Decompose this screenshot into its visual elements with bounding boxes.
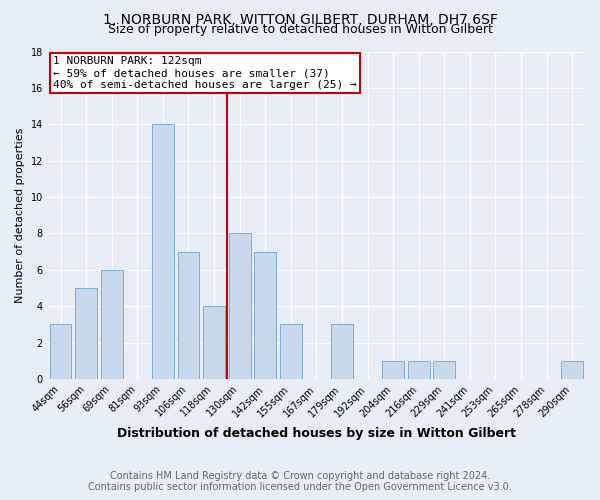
Bar [101, 270, 122, 379]
Bar [203, 306, 225, 379]
Bar [254, 252, 276, 379]
Text: Contains HM Land Registry data © Crown copyright and database right 2024.
Contai: Contains HM Land Registry data © Crown c… [88, 471, 512, 492]
Bar [50, 324, 71, 379]
Bar [562, 360, 583, 379]
Bar [433, 360, 455, 379]
Bar [229, 234, 251, 379]
Bar [152, 124, 174, 379]
Text: 1, NORBURN PARK, WITTON GILBERT, DURHAM, DH7 6SF: 1, NORBURN PARK, WITTON GILBERT, DURHAM,… [103, 12, 497, 26]
Bar [382, 360, 404, 379]
Bar [408, 360, 430, 379]
X-axis label: Distribution of detached houses by size in Witton Gilbert: Distribution of detached houses by size … [117, 427, 516, 440]
Bar [75, 288, 97, 379]
Text: Size of property relative to detached houses in Witton Gilbert: Size of property relative to detached ho… [107, 22, 493, 36]
Text: 1 NORBURN PARK: 122sqm
← 59% of detached houses are smaller (37)
40% of semi-det: 1 NORBURN PARK: 122sqm ← 59% of detached… [53, 56, 357, 90]
Bar [178, 252, 199, 379]
Bar [331, 324, 353, 379]
Y-axis label: Number of detached properties: Number of detached properties [15, 128, 25, 303]
Bar [280, 324, 302, 379]
